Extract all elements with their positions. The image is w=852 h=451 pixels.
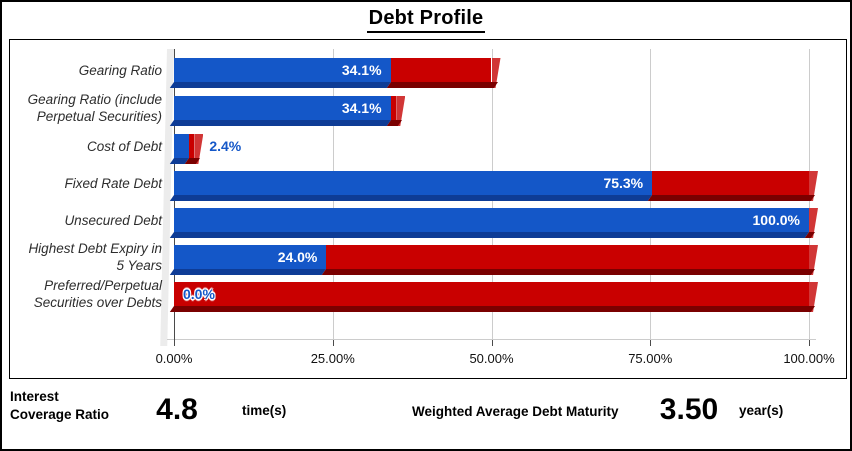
bar-value-label: 2.4% [209, 138, 242, 154]
bar-row [174, 96, 397, 120]
bar-bottom-3d [169, 306, 815, 312]
bar-row [174, 245, 809, 269]
x-tick-label: 50.00% [469, 351, 514, 366]
category-label: Cost of Debt [86, 138, 162, 154]
chart-title-wrap: Debt Profile [2, 7, 850, 33]
bar-bottom-3d [169, 158, 201, 164]
bar-segment-red [189, 134, 195, 158]
bar-value-label: 34.1% [341, 62, 382, 78]
bar-end-cap-3d [809, 245, 818, 275]
bar-row [174, 134, 195, 158]
bar-bottom-red [322, 269, 815, 275]
bar-value-label: 0.0% [183, 286, 215, 302]
axis-tick [491, 339, 493, 346]
bar-row [174, 282, 809, 306]
bar-bottom-blue [169, 120, 391, 126]
category-label: Preferred/Perpetual Securities over Debt… [33, 278, 162, 310]
bar-bottom-3d [169, 232, 815, 238]
bar-segment-blue [174, 134, 190, 158]
interest-coverage-label: Interest Coverage Ratio [10, 389, 110, 422]
debt-maturity-unit: year(s) [739, 403, 784, 418]
category-label: Gearing Ratio [78, 62, 162, 78]
bar-segment-red [390, 58, 492, 82]
bar-end-cap-3d [809, 171, 818, 201]
bar-row [174, 208, 809, 232]
x-tick-label: 0.00% [155, 351, 193, 366]
bar-bottom-red [647, 195, 815, 201]
bar-segment-red [652, 171, 809, 195]
x-tick-label: 25.00% [310, 351, 355, 366]
bar-bottom-3d [169, 195, 815, 201]
bar-bottom-3d [169, 82, 498, 88]
category-label: Unsecured Debt [64, 212, 162, 228]
category-label: Fixed Rate Debt [64, 175, 162, 191]
bar-row [174, 58, 492, 82]
interest-coverage-value: 4.8 [156, 393, 198, 426]
bar-bottom-blue [169, 232, 809, 238]
bar-end-cap-3d [396, 96, 406, 126]
interest-coverage-unit: time(s) [242, 403, 287, 418]
debt-maturity-label: Weighted Average Debt Maturity [412, 404, 619, 419]
bar-bottom-red [169, 306, 815, 312]
bar-segment-blue [174, 96, 391, 120]
bar-bottom-blue [169, 269, 327, 275]
axis-tick [809, 339, 810, 346]
bar-row [174, 171, 809, 195]
bar-bottom-3d [169, 120, 403, 126]
bar-value-label: 100.0% [752, 212, 800, 228]
axis-tick [650, 339, 652, 346]
debt-maturity-value: 3.50 [659, 393, 719, 426]
category-label: Gearing Ratio (include Perpetual Securit… [27, 92, 162, 124]
category-label: Highest Debt Expiry in 5 Years [28, 241, 162, 273]
x-axis-line [167, 339, 816, 340]
bar-bottom-blue [169, 195, 653, 201]
bar-value-label: 24.0% [277, 249, 318, 265]
bar-bottom-3d [169, 269, 815, 275]
bar-segment-red [390, 96, 397, 120]
chart-title: Debt Profile [366, 7, 486, 33]
x-tick-label: 100.00% [783, 351, 835, 366]
bar-segment-blue [174, 208, 809, 232]
bar-bottom-red [386, 82, 498, 88]
bar-segment-red [174, 282, 809, 306]
bar-segment-red [326, 245, 809, 269]
bar-end-cap-3d [809, 208, 818, 238]
axis-tick [332, 339, 334, 346]
bar-segment-blue [174, 171, 653, 195]
bar-value-label: 34.1% [341, 100, 382, 116]
bar-segment-blue [174, 245, 327, 269]
bar-end-cap-3d [194, 134, 204, 164]
bar-value-label: 75.3% [603, 175, 644, 191]
debt-profile-chart: 0.00% 25.00% 50.00% 75.00% 100.00% Gearing Ra… [9, 39, 847, 379]
bar-end-cap-3d [491, 58, 501, 88]
x-tick-label: 75.00% [628, 351, 673, 366]
bar-bottom-blue [169, 82, 391, 88]
bar-end-cap-3d [809, 282, 818, 312]
bar-segment-blue [174, 58, 391, 82]
